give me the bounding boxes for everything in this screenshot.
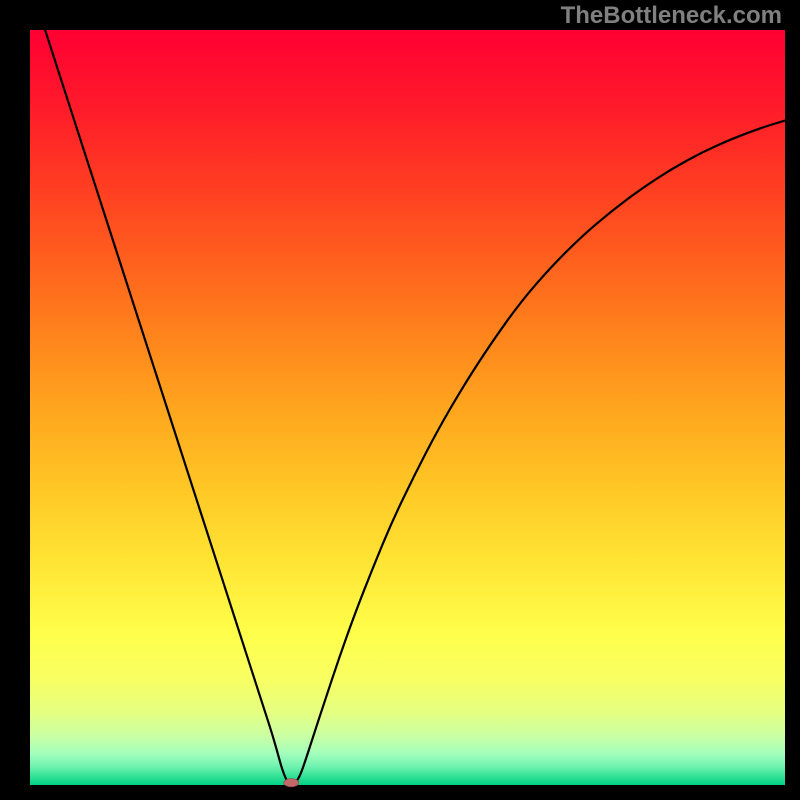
watermark-text: TheBottleneck.com	[561, 2, 782, 30]
optimum-marker	[284, 779, 299, 787]
plot-background	[30, 30, 785, 785]
bottleneck-curve-chart	[0, 0, 800, 800]
